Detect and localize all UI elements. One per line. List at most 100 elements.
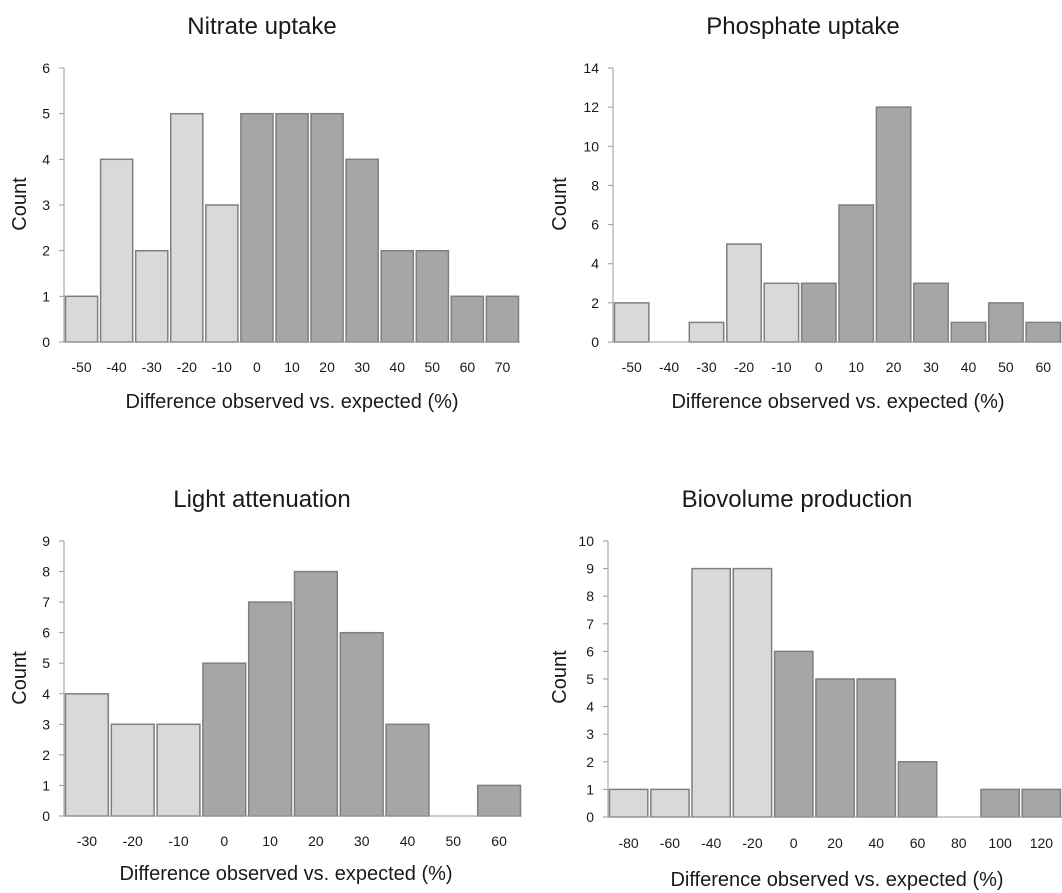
bar-10	[838, 204, 875, 343]
bar-20	[310, 112, 344, 343]
bars-group	[613, 106, 1062, 343]
y-tick-label: 0	[42, 808, 50, 824]
y-tick-label: 6	[42, 625, 50, 641]
bar-0	[202, 662, 247, 817]
x-tick-label: 40	[389, 359, 405, 375]
bar--60	[650, 788, 690, 818]
x-tick-label: 20	[319, 359, 335, 375]
x-tick-label: -20	[742, 835, 762, 851]
x-tick-label: 60	[910, 835, 926, 851]
x-tick-label: -50	[622, 359, 642, 375]
x-tick-label: 30	[923, 359, 939, 375]
bar--30	[688, 321, 725, 343]
bars-group	[64, 112, 520, 343]
bar-0	[800, 282, 837, 343]
bar-60	[1025, 321, 1062, 343]
x-tick-label: -40	[106, 359, 126, 375]
bar-30	[913, 282, 949, 343]
y-tick-label: 3	[42, 197, 50, 213]
x-tick-label: -20	[734, 359, 754, 375]
y-tick-label: 6	[586, 643, 594, 659]
x-tick-label: -10	[771, 359, 791, 375]
x-axis-label: Difference observed vs. expected (%)	[125, 391, 458, 413]
bar-30	[339, 631, 384, 817]
x-tick-label: -10	[168, 833, 188, 849]
x-tick-label: 50	[425, 359, 441, 375]
chart-title: Biovolume production	[682, 486, 913, 513]
x-tick-label: 0	[815, 359, 823, 375]
y-axis-label: Count	[9, 651, 31, 705]
bar--40	[691, 567, 732, 818]
bar-10	[275, 112, 309, 343]
x-tick-label: -80	[618, 835, 638, 851]
y-tick-label: 10	[578, 533, 594, 549]
x-tick-label: -10	[212, 359, 232, 375]
axes-group: 0 1 2 3 4 5 6 -50 -40 -30 -20 -10 0 10 20 30 40 50 60 70	[42, 60, 520, 375]
bar--80	[608, 788, 649, 818]
y-tick-label: 6	[591, 217, 599, 233]
x-tick-label: -60	[660, 835, 680, 851]
y-tick-label: 3	[586, 726, 594, 742]
x-axis-label: Difference observed vs. expected (%)	[671, 391, 1004, 413]
x-axis-label: Difference observed vs. expected (%)	[670, 869, 1003, 891]
x-tick-label: 30	[354, 833, 370, 849]
phosphate-uptake-svg: Phosphate uptake 0 2 4 6 8 10 12 14 -50 -40 -30 -20…	[549, 13, 1062, 413]
x-tick-label: 60	[491, 833, 507, 849]
x-tick-label: -30	[696, 359, 716, 375]
y-tick-label: 8	[586, 588, 594, 604]
y-tick-label: 1	[42, 777, 50, 793]
bar--50	[64, 295, 99, 343]
chart-phosphate-uptake: Phosphate uptake 0 2 4 6 8 10 12 14 -50 -40 -30 -20…	[530, 0, 1062, 420]
y-tick-label: 2	[42, 243, 50, 259]
bar-70	[485, 295, 520, 343]
y-tick-label: 4	[42, 151, 50, 167]
bar--40	[99, 158, 134, 343]
axes-group: 0 1 2 3 4 5 6 7 8 9 -30 -20 -10 0 10 20 30 40 50 60	[42, 533, 522, 849]
y-tick-label: 5	[42, 655, 50, 671]
y-tick-label: 5	[586, 671, 594, 687]
x-tick-label: 20	[827, 835, 843, 851]
x-tick-label: 120	[1030, 835, 1054, 851]
y-tick-label: 7	[42, 594, 50, 610]
y-tick-label: 0	[42, 334, 50, 350]
y-tick-label: 0	[586, 809, 594, 825]
x-tick-label: -30	[142, 359, 162, 375]
chart-title: Phosphate uptake	[706, 13, 900, 40]
x-tick-label: 50	[446, 833, 462, 849]
y-tick-label: 9	[42, 533, 50, 549]
bar-40	[380, 249, 415, 343]
x-tick-label: -40	[659, 359, 679, 375]
bar-120	[1021, 788, 1062, 818]
bar-20	[293, 570, 339, 817]
axes-group: 0 2 4 6 8 10 12 14 -50 -40 -30 -20 -10 0 10 20 30 40 50 60	[583, 60, 1062, 375]
bar-100	[980, 788, 1021, 818]
axes-group: 0 1 2 3 4 5 6 7 8 9 10 -80 -60 -40 -20 0 20 40 60 80 100 120	[578, 533, 1062, 851]
bar--20	[732, 567, 773, 818]
bar-60	[450, 295, 485, 343]
x-tick-label: -20	[177, 359, 197, 375]
x-tick-label: 30	[354, 359, 370, 375]
nitrate-uptake-svg: Nitrate uptake 0 1 2 3 4 5 6 -50 -40 -30 -20 -10 0 10…	[9, 13, 520, 413]
y-tick-label: 8	[42, 564, 50, 580]
bar-0	[240, 112, 274, 343]
y-tick-label: 5	[42, 106, 50, 122]
bar--20	[169, 112, 204, 343]
bar-40	[856, 678, 897, 818]
bar-40	[950, 321, 987, 343]
bar-0	[773, 650, 814, 818]
y-tick-label: 8	[591, 177, 599, 193]
chart-biovolume-production: Biovolume production 0 1 2 3 4 5 6 7 8 9 10 -80 -60 -…	[530, 470, 1062, 893]
bar-60	[897, 761, 938, 818]
x-tick-label: 70	[495, 359, 511, 375]
x-tick-label: 60	[460, 359, 476, 375]
y-tick-label: 1	[42, 288, 50, 304]
x-tick-label: -40	[701, 835, 721, 851]
y-tick-label: 2	[586, 754, 594, 770]
bar-40	[385, 723, 430, 817]
y-tick-label: 3	[42, 716, 50, 732]
y-tick-label: 6	[42, 60, 50, 76]
x-tick-label: 0	[790, 835, 798, 851]
y-tick-label: 10	[583, 138, 599, 154]
x-tick-label: 40	[400, 833, 416, 849]
bar--10	[763, 282, 800, 343]
